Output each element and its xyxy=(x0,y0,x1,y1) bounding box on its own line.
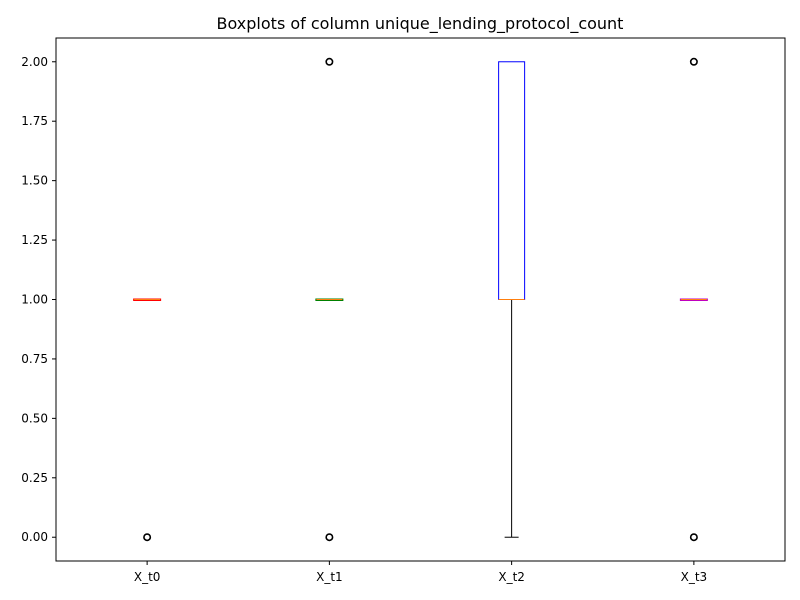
y-tick-label: 0.75 xyxy=(21,352,48,366)
plot-area xyxy=(56,38,785,561)
y-tick-label: 0.50 xyxy=(21,411,48,425)
y-tick-label: 0.00 xyxy=(21,530,48,544)
y-tick-label: 1.50 xyxy=(21,174,48,188)
x-tick-label: X_t2 xyxy=(498,570,525,584)
x-tick-label: X_t1 xyxy=(316,570,343,584)
outlier-point xyxy=(325,533,334,542)
y-tick-label: 0.25 xyxy=(21,471,48,485)
outlier-point xyxy=(325,57,334,66)
x-tick-label: X_t3 xyxy=(681,570,708,584)
chart-marks xyxy=(133,57,708,542)
x-axis: X_t0 X_t1 X_t2 X_t3 xyxy=(134,561,707,584)
y-axis: 0.00 0.25 0.50 0.75 1.00 1.25 1.50 1.75 2.00 xyxy=(21,55,56,544)
box-group-X_t1 xyxy=(315,57,344,542)
box-group-X_t2 xyxy=(498,61,526,538)
x-tick-label: X_t0 xyxy=(134,570,161,584)
box-group-X_t0 xyxy=(133,298,162,542)
outlier-point xyxy=(689,57,698,66)
y-tick-label: 1.25 xyxy=(21,233,48,247)
y-tick-label: 1.00 xyxy=(21,293,48,307)
plot-frame xyxy=(55,37,786,562)
y-tick-label: 2.00 xyxy=(21,55,48,69)
chart-title: Boxplots of column unique_lending_protoc… xyxy=(217,14,624,34)
y-tick-label: 1.75 xyxy=(21,114,48,128)
outlier-point xyxy=(143,533,152,542)
box-group-X_t3 xyxy=(679,57,708,542)
outlier-point xyxy=(689,533,698,542)
